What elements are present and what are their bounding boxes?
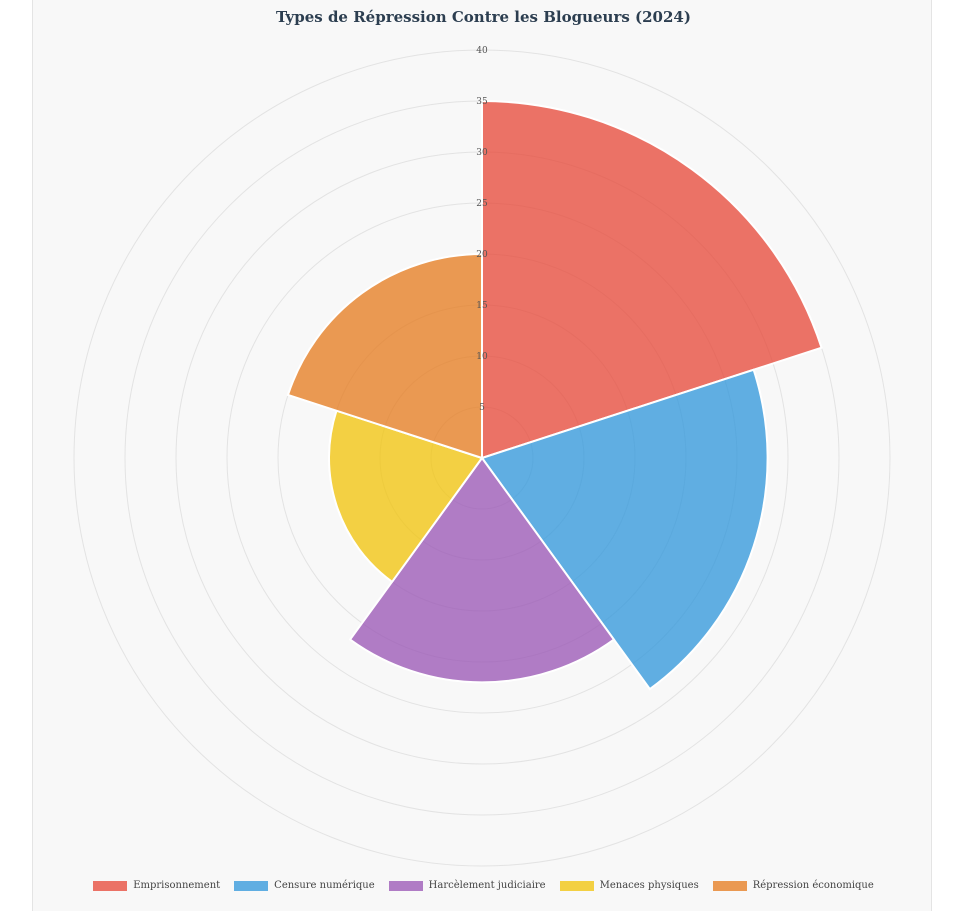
legend-label: Censure numérique xyxy=(274,880,375,891)
legend-swatch xyxy=(559,880,594,891)
legend-swatch xyxy=(234,880,269,891)
chart-title: Types de Répression Contre les Blogueurs… xyxy=(276,8,691,26)
legend-label: Répression économique xyxy=(752,880,874,891)
sectors xyxy=(286,99,823,691)
tick-label-35: 35 xyxy=(476,97,488,107)
legend: Emprisonnement Censure numérique Harcèleme… xyxy=(0,880,967,891)
sector-censure-numerique[interactable] xyxy=(480,368,769,691)
legend-swatch xyxy=(93,880,128,891)
tick-label-30: 30 xyxy=(476,148,488,158)
tick-label-40: 40 xyxy=(476,46,488,56)
tick-label-5: 5 xyxy=(479,403,485,413)
legend-item-harcelement-judiciaire[interactable]: Harcèlement judiciaire xyxy=(388,880,546,891)
legend-item-emprisonnement[interactable]: Emprisonnement xyxy=(93,880,220,891)
legend-label: Menaces physiques xyxy=(599,880,699,891)
tick-label-20: 20 xyxy=(476,250,488,260)
radial-tick-labels: 5 10 15 20 25 30 35 40 xyxy=(476,46,488,413)
legend-label: Emprisonnement xyxy=(133,880,221,891)
legend-item-repression-economique[interactable]: Répression économique xyxy=(712,880,874,891)
legend-label: Harcèlement judiciaire xyxy=(428,880,546,891)
tick-label-10: 10 xyxy=(476,352,488,362)
legend-swatch xyxy=(388,880,423,891)
legend-item-menaces-physiques[interactable]: Menaces physiques xyxy=(559,880,699,891)
grid-ring-40 xyxy=(73,49,891,867)
sector-emprisonnement[interactable] xyxy=(481,99,823,460)
sector-repression-economique[interactable] xyxy=(286,252,483,460)
tick-label-15: 15 xyxy=(476,301,488,311)
sector-harcelement-judiciaire[interactable] xyxy=(348,456,616,684)
legend-swatch xyxy=(712,880,747,891)
legend-item-censure-numerique[interactable]: Censure numérique xyxy=(234,880,375,891)
tick-label-25: 25 xyxy=(476,199,488,209)
sector-menaces-physiques[interactable] xyxy=(328,409,484,584)
